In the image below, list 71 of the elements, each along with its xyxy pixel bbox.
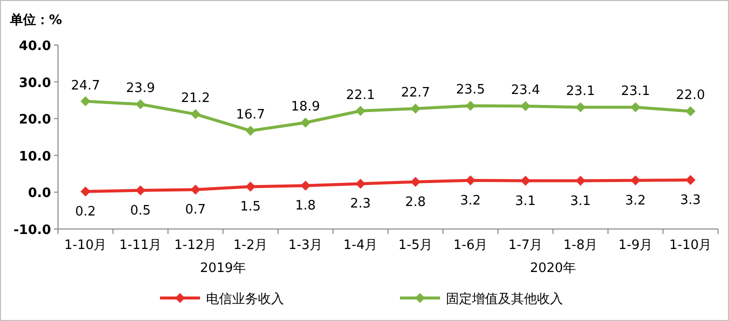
data-label: 23.9 (126, 81, 155, 96)
point (520, 101, 530, 112)
point (300, 180, 310, 191)
x-tick-label: 1-10月 (669, 238, 712, 253)
point (246, 126, 256, 136)
data-label: 0.7 (185, 202, 206, 218)
point (576, 102, 586, 112)
x-tick-label: 1-8月 (563, 238, 598, 253)
data-label: 21.2 (181, 91, 210, 106)
data-label: 2.8 (405, 194, 426, 210)
x-tick-label: 1-12月 (174, 238, 217, 253)
point (630, 102, 640, 112)
data-label: 24.7 (71, 78, 100, 94)
data-label: 23.4 (511, 83, 540, 98)
point (356, 178, 366, 189)
data-label: 2.3 (350, 196, 371, 212)
data-label: 1.8 (295, 198, 316, 214)
x-tick-label: 1-7月 (508, 238, 543, 253)
x-tick-label: 1-5月 (398, 238, 433, 253)
y-tick-label: 0.0 (28, 186, 51, 202)
point (136, 185, 146, 196)
data-label: 0.2 (75, 204, 96, 220)
text: 2019年 (200, 261, 246, 276)
data-label: 22.0 (676, 88, 705, 104)
data-label: 1.5 (240, 200, 261, 215)
data-label: 3.2 (460, 193, 481, 208)
legend-label: 电信业务收入 (206, 292, 284, 307)
x-tick-label: 1-11月 (119, 238, 162, 253)
point (576, 176, 586, 186)
point (686, 106, 696, 116)
y-axis-title: 单位：% (9, 12, 62, 28)
legend-label: 固定增值及其他收入 (446, 292, 563, 307)
data-label: 3.2 (625, 193, 646, 208)
point (410, 104, 420, 114)
point (356, 106, 366, 116)
point (190, 184, 200, 195)
data-label: 23.1 (621, 84, 650, 100)
point (520, 176, 530, 186)
x-tick-label: 1-10月 (64, 238, 107, 253)
data-label: 3.1 (570, 194, 591, 209)
y-tick-label: 30.0 (18, 76, 51, 91)
data-label: 18.9 (291, 100, 320, 115)
point (686, 175, 696, 186)
point (80, 96, 90, 106)
x-tick-label: 1-3月 (288, 238, 323, 253)
data-label: 23.5 (456, 82, 485, 98)
point (466, 175, 476, 186)
y-tick-label: -10.0 (14, 223, 51, 238)
data-label: 0.5 (130, 203, 151, 218)
data-label: 22.7 (401, 86, 430, 101)
data-label: 22.1 (346, 88, 375, 103)
data-label: 23.1 (566, 84, 595, 100)
point (246, 182, 256, 192)
point (80, 186, 90, 196)
y-tick-label: 40.0 (18, 39, 51, 54)
y-tick-label: 10.0 (18, 149, 51, 164)
x-tick-label: 1-9月 (618, 238, 653, 253)
point (466, 100, 476, 111)
data-label: 16.7 (236, 108, 265, 123)
text: 2020年 (530, 261, 576, 276)
point (410, 176, 420, 187)
y-tick-label: 20.0 (18, 112, 51, 128)
point (136, 99, 146, 110)
x-tick-label: 1-6月 (453, 238, 488, 253)
data-label: 3.1 (515, 194, 536, 209)
point (300, 118, 310, 128)
point (630, 175, 640, 186)
x-tick-label: 1-4月 (343, 238, 378, 253)
data-label: 3.3 (680, 193, 701, 208)
point (190, 109, 200, 120)
x-tick-label: 1-2月 (233, 238, 268, 253)
